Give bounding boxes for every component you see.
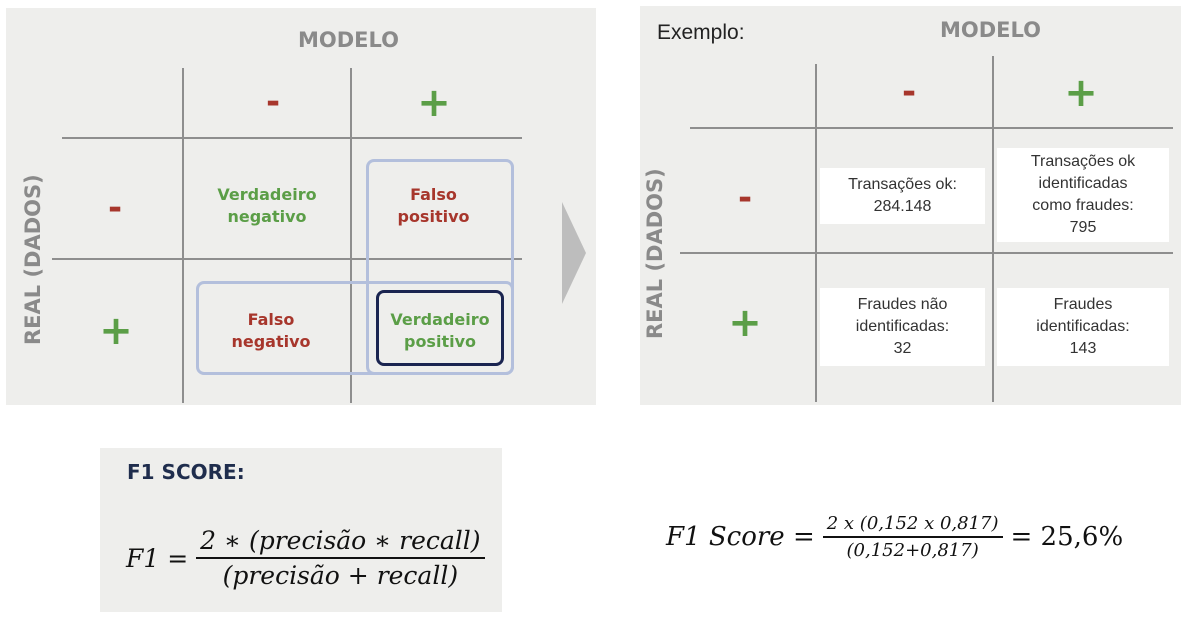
true-positive-label: Verdadeiro positivo bbox=[376, 309, 504, 353]
example-tp-line2: identificadas: bbox=[1036, 318, 1130, 335]
example-fn-line2: identificadas: bbox=[855, 318, 950, 335]
example-grid-hline-2 bbox=[680, 252, 1173, 254]
false-negative-label: Falso negativo bbox=[206, 309, 336, 353]
grid-hline-1 bbox=[62, 137, 522, 139]
example-true-negative-box: Transações ok: 284.148 bbox=[820, 168, 985, 224]
tp-line2: positivo bbox=[403, 332, 476, 351]
fp-line2: positivo bbox=[397, 207, 470, 226]
grid-vline-1 bbox=[182, 68, 184, 403]
fn-line1: Falso bbox=[247, 310, 295, 329]
example-tn-line1: Transações ok: bbox=[848, 176, 957, 193]
grid-hline-2 bbox=[52, 258, 522, 260]
f1-formula: F1 = 2 ∗ (precisão ∗ recall) (precisão +… bbox=[126, 526, 493, 590]
f1-numerator: 2 ∗ (precisão ∗ recall) bbox=[196, 526, 485, 559]
example-row-header: REAL (DADOS) bbox=[643, 168, 667, 339]
example-fn-value: 32 bbox=[893, 340, 912, 357]
row-header-real: REAL (DADOS) bbox=[21, 174, 45, 345]
f1-example-result: = 25,6% bbox=[1010, 522, 1124, 552]
confusion-matrix-panel: MODELO REAL (DADOS) - + - + Verdadeiro n… bbox=[6, 8, 596, 405]
true-positive-box bbox=[376, 290, 504, 366]
example-grid-vline-1 bbox=[815, 64, 817, 402]
example-matrix-panel: Exemplo: MODELO REAL (DADOS) - + - + Tra… bbox=[640, 6, 1181, 405]
example-fp-line3: como fraudes: bbox=[1032, 197, 1134, 214]
example-grid-hline-1 bbox=[690, 127, 1173, 129]
example-col-minus-sign: - bbox=[901, 72, 917, 112]
true-negative-label: Verdadeiro negativo bbox=[202, 184, 332, 228]
f1-denominator: (precisão + recall) bbox=[222, 561, 459, 590]
example-fp-line1: Transações ok bbox=[1030, 153, 1136, 170]
actual-positive-highlight bbox=[196, 281, 514, 375]
arrow-right-icon bbox=[562, 202, 586, 304]
f1-lhs: F1 = bbox=[126, 543, 189, 573]
example-fp-value: 795 bbox=[1069, 219, 1097, 236]
tp-line1: Verdadeiro bbox=[390, 310, 490, 329]
grid-vline-2 bbox=[350, 68, 352, 403]
f1-fraction: 2 ∗ (precisão ∗ recall) (precisão + reca… bbox=[196, 526, 485, 590]
example-fp-line2: identificadas bbox=[1038, 175, 1128, 192]
f1-example-calculation: F1 Score = 2 x (0,152 x 0,817) (0,152+0,… bbox=[666, 513, 1123, 561]
example-row-plus-sign: + bbox=[728, 300, 762, 346]
f1-example-denominator: (0,152+0,817) bbox=[846, 540, 979, 561]
example-col-plus-sign: + bbox=[1064, 70, 1098, 116]
example-grid-vline-2 bbox=[992, 56, 994, 402]
row-plus-sign: + bbox=[99, 308, 133, 354]
f1-example-lhs: F1 Score = bbox=[666, 522, 815, 552]
false-positive-label: Falso positivo bbox=[376, 184, 491, 228]
f1-example-fraction: 2 x (0,152 x 0,817) (0,152+0,817) bbox=[822, 513, 1003, 561]
example-false-positive-box: Transações ok identificadas como fraudes… bbox=[997, 148, 1169, 242]
example-false-negative-box: Fraudes não identificadas: 32 bbox=[820, 288, 985, 366]
example-true-positive-box: Fraudes identificadas: 143 bbox=[997, 288, 1169, 366]
example-row-minus-sign: - bbox=[737, 178, 753, 218]
fp-line1: Falso bbox=[410, 185, 457, 204]
tn-line1: Verdadeiro bbox=[217, 185, 317, 204]
example-label: Exemplo: bbox=[657, 21, 745, 44]
f1-example-numerator: 2 x (0,152 x 0,817) bbox=[822, 513, 1003, 538]
example-fn-line1: Fraudes não bbox=[857, 296, 948, 313]
example-tp-value: 143 bbox=[1069, 340, 1097, 357]
tn-line2: negativo bbox=[227, 207, 307, 226]
fn-line2: negativo bbox=[231, 332, 311, 351]
col-minus-sign: - bbox=[265, 82, 281, 122]
col-plus-sign: + bbox=[417, 80, 451, 126]
row-minus-sign: - bbox=[107, 188, 123, 228]
f1-formula-panel: F1 SCORE: F1 = 2 ∗ (precisão ∗ recall) (… bbox=[100, 448, 502, 612]
example-tn-value: 284.148 bbox=[873, 198, 932, 215]
example-tp-line1: Fraudes bbox=[1053, 296, 1113, 313]
f1-title: F1 SCORE: bbox=[127, 460, 245, 484]
col-header-modelo: MODELO bbox=[298, 28, 400, 52]
example-col-header: MODELO bbox=[940, 18, 1042, 42]
